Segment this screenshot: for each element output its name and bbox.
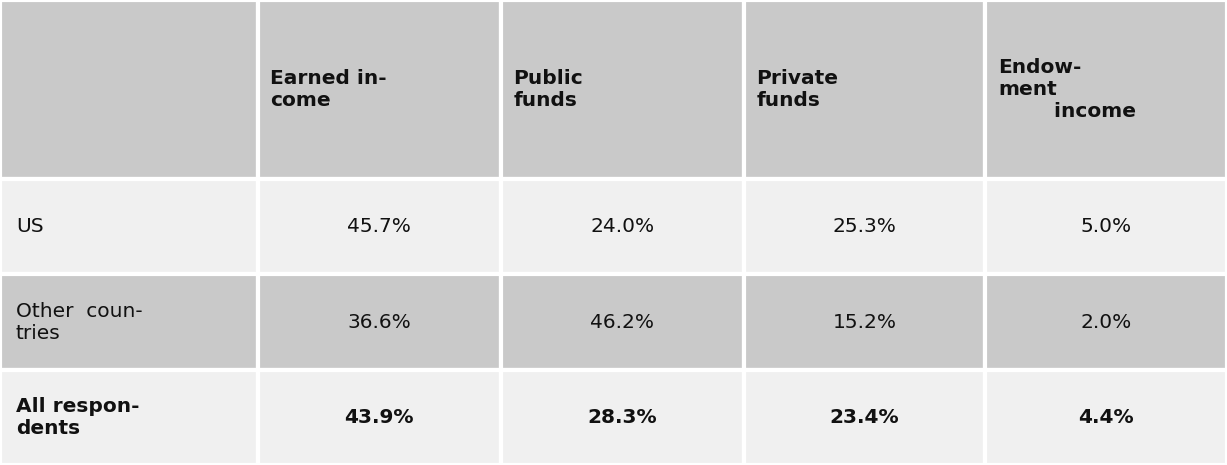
Text: 25.3%: 25.3%	[832, 217, 897, 236]
Bar	[985, 274, 1227, 370]
Bar	[501, 0, 744, 179]
Text: 28.3%: 28.3%	[588, 408, 656, 427]
Text: 46.2%: 46.2%	[590, 312, 654, 332]
Bar	[985, 179, 1227, 274]
Text: 4.4%: 4.4%	[1079, 408, 1134, 427]
Text: 24.0%: 24.0%	[590, 217, 654, 236]
Text: All respon-
dents: All respon- dents	[16, 397, 140, 438]
Bar	[0, 274, 258, 370]
Text: Private
funds: Private funds	[756, 69, 838, 110]
Bar	[501, 274, 744, 370]
Bar	[258, 179, 501, 274]
Text: 15.2%: 15.2%	[832, 312, 897, 332]
Text: Endow-
ment
        income: Endow- ment income	[998, 58, 1136, 121]
Bar	[258, 370, 501, 465]
Text: 36.6%: 36.6%	[347, 312, 411, 332]
Text: 2.0%: 2.0%	[1081, 312, 1131, 332]
Text: 5.0%: 5.0%	[1081, 217, 1131, 236]
Bar	[0, 179, 258, 274]
Bar	[0, 370, 258, 465]
Bar	[744, 370, 985, 465]
Bar	[744, 274, 985, 370]
Text: US: US	[16, 217, 44, 236]
Text: 45.7%: 45.7%	[347, 217, 411, 236]
Text: 23.4%: 23.4%	[829, 408, 899, 427]
Bar	[744, 0, 985, 179]
Text: Earned in-
come: Earned in- come	[270, 69, 387, 110]
Text: Public
funds: Public funds	[513, 69, 583, 110]
Bar	[744, 179, 985, 274]
Text: 43.9%: 43.9%	[345, 408, 413, 427]
Bar	[985, 370, 1227, 465]
Bar	[985, 0, 1227, 179]
Bar	[501, 179, 744, 274]
Bar	[501, 370, 744, 465]
Bar	[258, 0, 501, 179]
Bar	[258, 274, 501, 370]
Bar	[0, 0, 258, 179]
Text: Other  coun-
tries: Other coun- tries	[16, 301, 142, 343]
